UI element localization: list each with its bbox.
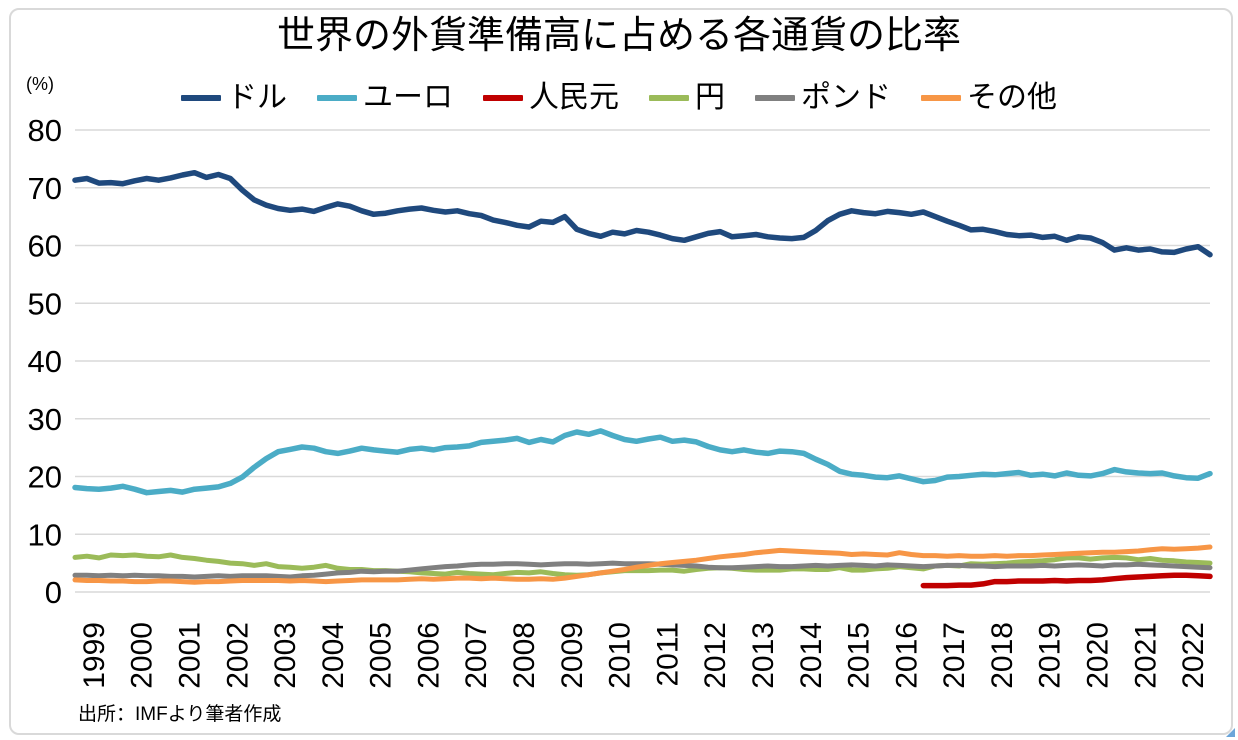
x-tick-label-2006: 2006 — [412, 622, 445, 689]
legend-label-jpy: 円 — [695, 81, 725, 114]
x-tick-label-2019: 2019 — [1034, 622, 1067, 689]
legend-swatch-rmb — [483, 95, 523, 101]
line-rmb — [920, 572, 1213, 589]
x-tick-label-2005: 2005 — [365, 622, 398, 689]
legend-label-oth: その他 — [967, 81, 1057, 114]
x-tick-label-2007: 2007 — [460, 622, 493, 689]
y-tick-label-40: 40 — [28, 344, 62, 379]
x-tick-label-2017: 2017 — [938, 622, 971, 689]
legend-label-usd: ドル — [227, 81, 287, 114]
legend-item-rmb: 人民元 — [483, 83, 619, 113]
y-tick-label-70: 70 — [28, 171, 62, 206]
y-tick-label-60: 60 — [28, 229, 62, 264]
x-tick-label-2001: 2001 — [174, 622, 207, 689]
x-tick-label-2008: 2008 — [508, 622, 541, 689]
y-tick-label-0: 0 — [45, 575, 62, 610]
x-tick-label-2021: 2021 — [1129, 622, 1162, 689]
corner-cursor-mark — [1226, 728, 1235, 737]
line-jpy — [72, 552, 1213, 578]
chart-title: 世界の外貨準備高に占める各通貨の比率 — [276, 15, 961, 57]
legend-label-gbp: ポンド — [801, 81, 891, 114]
legend-label-eur: ユーロ — [363, 81, 453, 114]
legend-swatch-gbp — [755, 95, 795, 101]
x-tick-label-2010: 2010 — [604, 622, 637, 689]
legend-swatch-oth — [921, 95, 961, 101]
x-tick-label-2011: 2011 — [651, 622, 684, 687]
x-tick-label-2018: 2018 — [986, 622, 1019, 689]
x-tick-label-2012: 2012 — [699, 622, 732, 689]
x-tick-label-1999: 1999 — [78, 622, 111, 689]
line-eur — [72, 428, 1213, 496]
x-tick-label-2014: 2014 — [795, 622, 828, 689]
y-axis-unit-label: (%) — [26, 74, 54, 94]
x-tick-label-2015: 2015 — [843, 622, 876, 689]
legend-item-usd: ドル — [181, 83, 287, 113]
legend-swatch-eur — [317, 95, 357, 101]
legend-swatch-usd — [181, 95, 221, 101]
y-tick-label-10: 10 — [28, 517, 62, 552]
y-tick-label-20: 20 — [28, 460, 62, 495]
legend-item-oth: その他 — [921, 83, 1057, 113]
line-oth — [72, 544, 1213, 585]
line-usd — [72, 169, 1213, 258]
y-tick-label-30: 30 — [28, 402, 62, 437]
x-tick-label-2004: 2004 — [317, 622, 350, 689]
x-tick-label-2002: 2002 — [221, 622, 254, 689]
x-tick-label-2016: 2016 — [890, 622, 923, 689]
chart-frame — [9, 8, 1233, 735]
legend-swatch-jpy — [649, 95, 689, 101]
legend-item-eur: ユーロ — [317, 83, 453, 113]
x-tick-label-2003: 2003 — [269, 622, 302, 689]
line-gbp — [72, 560, 1213, 580]
x-tick-label-2020: 2020 — [1082, 622, 1115, 689]
legend-item-jpy: 円 — [649, 83, 725, 113]
x-tick-label-2000: 2000 — [126, 622, 159, 689]
y-tick-label-50: 50 — [28, 286, 62, 321]
x-tick-label-2022: 2022 — [1177, 622, 1210, 689]
x-tick-label-2013: 2013 — [747, 622, 780, 689]
x-tick-label-2009: 2009 — [556, 622, 589, 689]
y-tick-label-80: 80 — [28, 113, 62, 148]
legend-label-rmb: 人民元 — [529, 81, 619, 114]
legend-item-gbp: ポンド — [755, 83, 891, 113]
source-note: 出所：IMFより筆者作成 — [78, 704, 282, 725]
chart-legend: ドル ユーロ 人民元 円 ポンド その他 — [0, 78, 1238, 118]
